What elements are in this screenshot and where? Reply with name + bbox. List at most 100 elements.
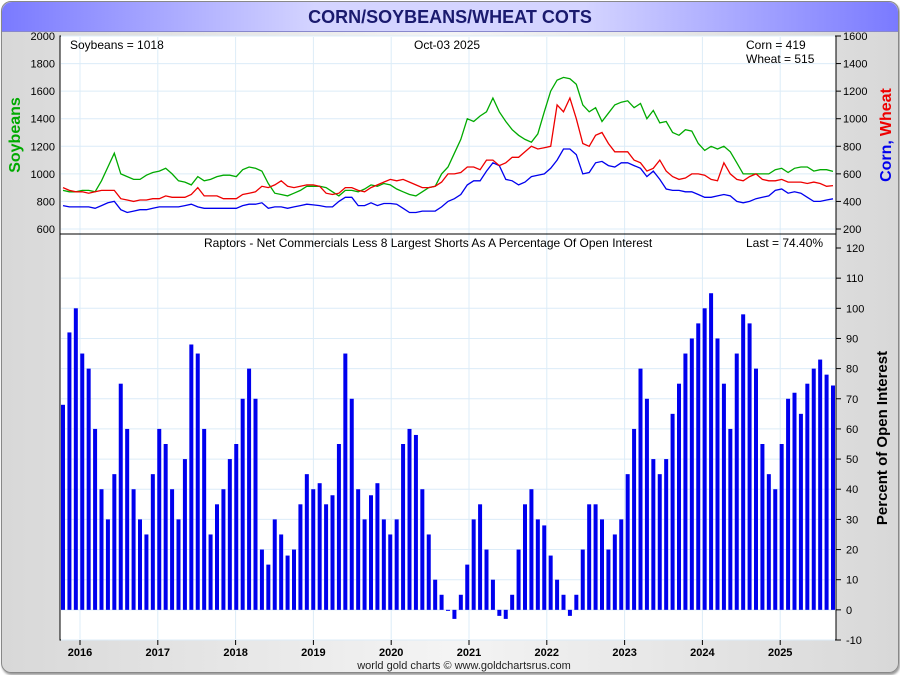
cot-bar [202, 428, 207, 610]
percent-tick-label: 30 [846, 514, 858, 526]
cot-bar [369, 495, 373, 610]
cot-bar [375, 483, 380, 610]
cot-bar [413, 434, 418, 610]
x-tick-label: 2016 [68, 647, 92, 659]
x-tick-label: 2017 [146, 647, 170, 659]
cot-bar [619, 519, 624, 610]
cot-bar [67, 332, 72, 610]
cot-bar [401, 444, 406, 610]
right-y-tick-label: 200 [843, 224, 861, 236]
cot-bar [388, 534, 393, 610]
cot-bar [61, 404, 65, 610]
cot-bar [362, 519, 367, 610]
cot-bar [80, 353, 85, 610]
cot-bar [381, 519, 386, 610]
cot-bar [112, 474, 117, 610]
cot-bar [452, 609, 457, 619]
cot-bar [510, 594, 515, 610]
cot-bar [478, 504, 483, 610]
cot-bar [138, 519, 142, 610]
cot-bar [811, 368, 816, 610]
left-y-tick-label: 800 [37, 196, 55, 208]
percent-tick-label: 110 [846, 273, 864, 285]
cot-bar [86, 368, 91, 610]
cot-bar [471, 519, 476, 610]
cot-bar [747, 323, 752, 610]
cot-bar [292, 549, 296, 610]
x-tick-label: 2025 [768, 647, 792, 659]
cot-bar [407, 428, 412, 610]
cot-bar [600, 519, 604, 610]
percent-tick-label: 120 [846, 243, 864, 255]
cot-bar [792, 392, 797, 610]
right-y-tick-label: 800 [843, 141, 861, 153]
cot-bar [503, 609, 508, 619]
cot-bar [285, 555, 290, 610]
right-y-tick-label: 1000 [843, 114, 867, 126]
cot-bar [330, 495, 335, 610]
cot-bar [766, 474, 771, 610]
corn-axis-label: Corn, [878, 140, 895, 182]
cot-bar [433, 579, 438, 610]
cot-bar [163, 444, 168, 610]
cot-bar [131, 489, 136, 610]
cot-bar [779, 444, 784, 610]
cot-bar [356, 489, 361, 610]
cot-bar [490, 579, 495, 610]
cot-bar [786, 398, 791, 610]
cot-bar [664, 459, 669, 610]
cot-bar [439, 594, 444, 610]
right-y-tick-label: 1600 [843, 31, 867, 43]
cot-bar [182, 459, 187, 610]
percent-tick-label: -10 [846, 635, 862, 647]
chart-title: CORN/SOYBEANS/WHEAT COTS [308, 7, 592, 27]
percent-tick-label: 60 [846, 424, 858, 436]
cot-bar [150, 474, 155, 610]
cot-bar [259, 549, 264, 610]
right-y-tick-label: 1200 [843, 86, 867, 98]
cot-bar [612, 534, 617, 610]
footer-credit: world gold charts © www.goldchartsrus.co… [356, 660, 571, 672]
cot-bar [555, 579, 560, 610]
percent-tick-label: 0 [846, 605, 852, 617]
cot-bar [73, 308, 78, 610]
cot-bar [118, 383, 123, 610]
right-y-tick-label: 600 [843, 169, 861, 181]
cot-bar [324, 504, 329, 610]
cot-bar [542, 525, 547, 610]
soybeans-axis-label: Soybeans [7, 97, 24, 173]
cot-bar [144, 534, 149, 610]
cot-bar [426, 534, 431, 610]
x-tick-label: 2019 [301, 647, 325, 659]
cot-bar [298, 504, 303, 610]
cot-bar [215, 504, 219, 610]
cot-bar [818, 359, 823, 610]
cot-bar [349, 398, 354, 610]
axes: 2016 2017 2018 2019 2020 2021 2022 2023 2024 2025… [31, 31, 868, 659]
cot-bar [760, 444, 765, 610]
cot-bar [484, 549, 489, 610]
x-tick-label: 2018 [223, 647, 247, 659]
cot-bar [677, 383, 681, 610]
cot-bar [93, 428, 98, 610]
percent-tick-label: 20 [846, 545, 858, 557]
cot-bar [721, 383, 726, 610]
cot-bar [157, 428, 162, 610]
cot-bar [689, 338, 694, 610]
cot-bar [529, 489, 534, 610]
x-tick-label: 2021 [457, 647, 481, 659]
corn-line [62, 148, 834, 214]
cot-bar [715, 338, 720, 610]
left-y-tick-label: 600 [37, 224, 55, 236]
left-y-tick-label: 1200 [31, 141, 55, 153]
cot-bar [593, 504, 598, 610]
cot-bar [446, 609, 450, 611]
cot-bar [574, 594, 579, 610]
wheat-line [62, 96, 834, 203]
cot-bar [670, 413, 675, 610]
cot-bar [253, 398, 258, 610]
cot-bar [696, 323, 701, 610]
last-value-label: Last = 74.40% [746, 236, 823, 250]
cot-bar [754, 368, 758, 610]
price-lines [62, 76, 834, 214]
